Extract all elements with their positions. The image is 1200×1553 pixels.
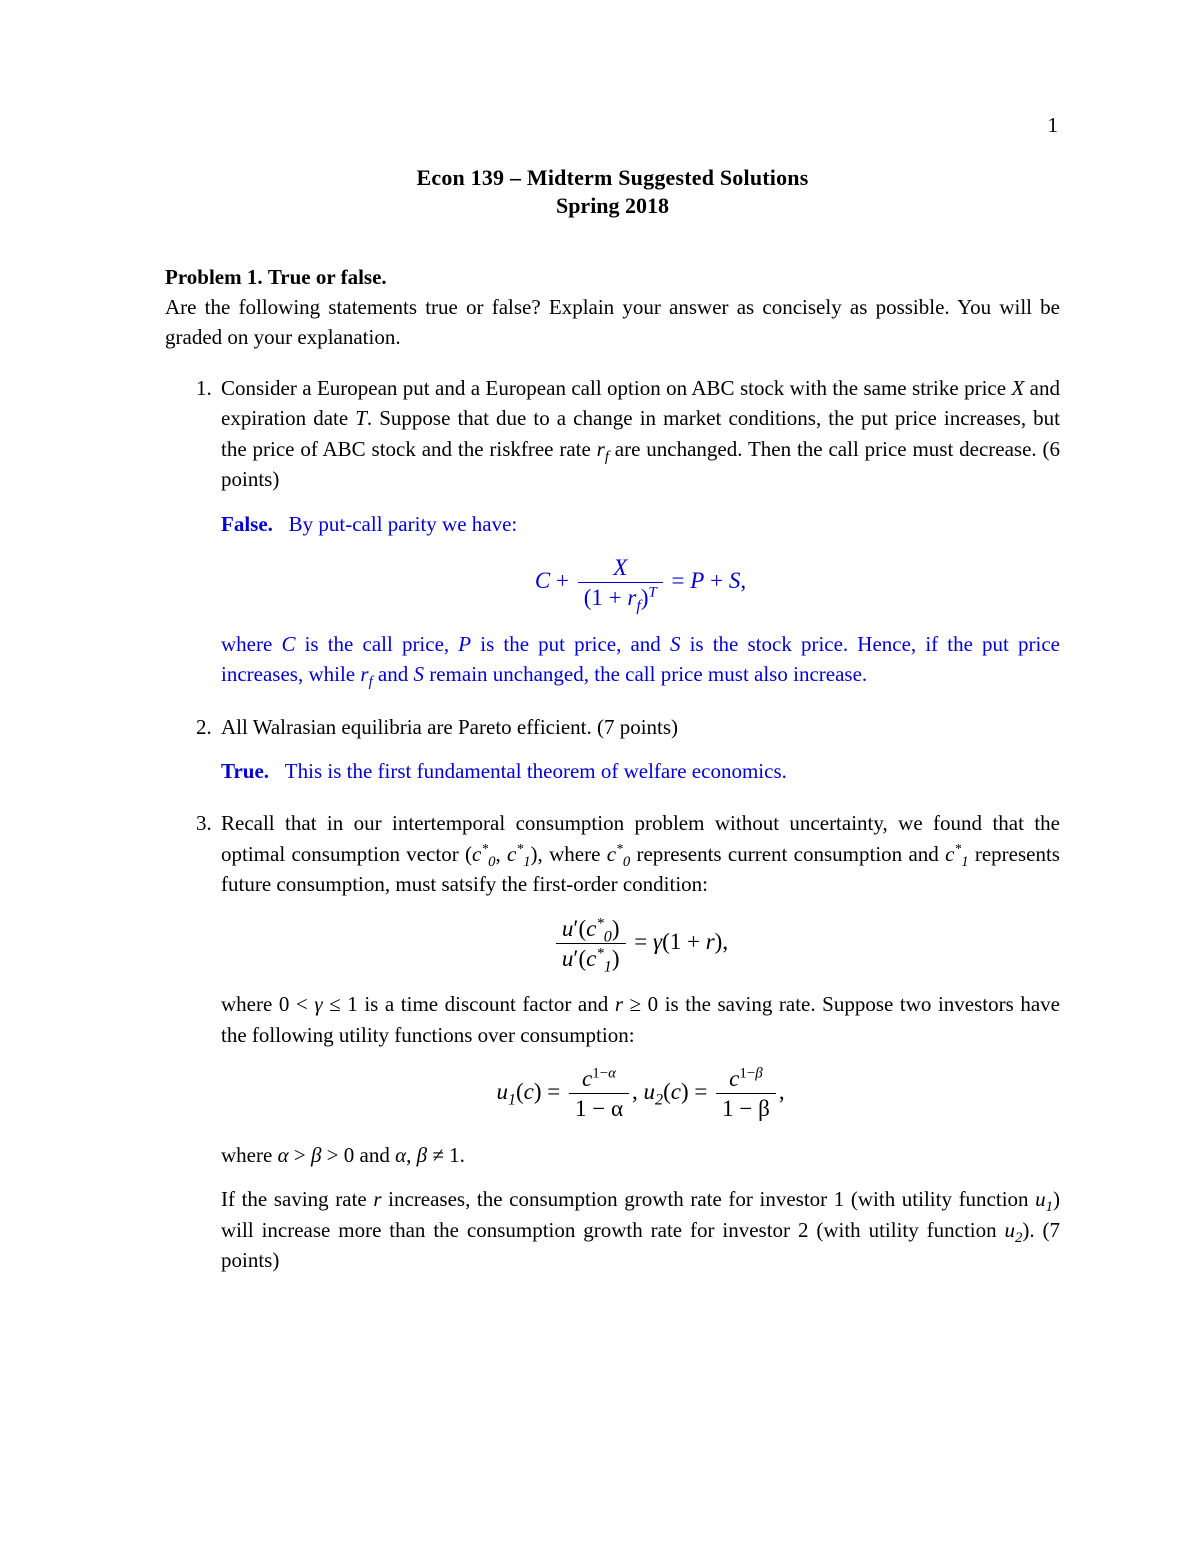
q2-text: All Walrasian equilibria are Pareto effi… (221, 715, 678, 739)
problem-item-2: All Walrasian equilibria are Pareto effi… (217, 712, 1060, 787)
document-subtitle: Spring 2018 (165, 193, 1060, 219)
problem-intro: Are the following statements true or fal… (165, 292, 1060, 353)
q3-where: where α > β > 0 and α, β ≠ 1. (221, 1140, 1060, 1170)
document-title: Econ 139 – Midterm Suggested Solutions (165, 165, 1060, 191)
q1-explanation: where C is the call price, P is the put … (221, 629, 1060, 690)
q1-equation: C + X(1 + rf)T = P + S, (221, 555, 1060, 611)
problem-heading: Problem 1. True or false. (165, 265, 1060, 290)
page-number: 1 (1048, 113, 1059, 138)
problem-list: Consider a European put and a European c… (165, 373, 1060, 1276)
q2-answer-text: This is the first fundamental theorem of… (285, 759, 787, 783)
q3-text-1: Recall that in our intertemporal consump… (221, 811, 1060, 896)
q2-answer-label: True. (221, 759, 269, 783)
q3-final: If the saving rate r increases, the cons… (221, 1184, 1060, 1275)
problem-number: Problem 1. (165, 265, 263, 289)
problem-item-3: Recall that in our intertemporal consump… (217, 808, 1060, 1275)
problem-item-1: Consider a European put and a European c… (217, 373, 1060, 690)
q1-text: Consider a European put and a European c… (221, 376, 1060, 491)
q1-answer-intro: By put-call parity we have: (289, 512, 518, 536)
problem-label: True or false. (268, 265, 387, 289)
q3-equation-1: u′(c*0)u′(c*1) = γ(1 + r), (221, 916, 1060, 972)
q2-answer: True. This is the first fundamental theo… (221, 756, 1060, 786)
q3-text-2: where 0 < γ ≤ 1 is a time discount facto… (221, 989, 1060, 1050)
q1-answer: False. By put-call parity we have: (221, 509, 1060, 539)
q3-equation-2: u1(c) = c1−1−αα1 − α, u2(c) = c1−β1 − β, (221, 1066, 1060, 1122)
document-page: 1 Econ 139 – Midterm Suggested Solutions… (0, 0, 1200, 1553)
q1-answer-label: False. (221, 512, 273, 536)
